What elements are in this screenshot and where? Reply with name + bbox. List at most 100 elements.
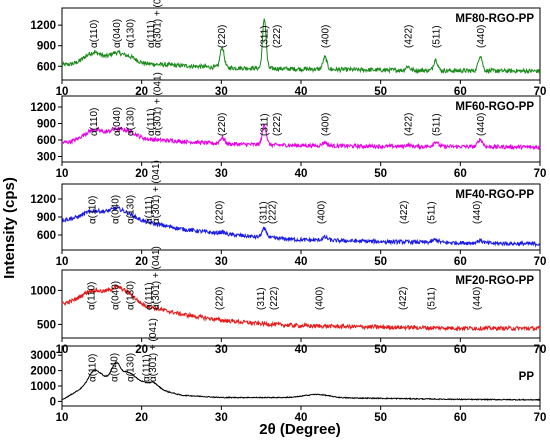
x-tick-label: 20 [135,168,148,180]
peak-annotation: α(040) [110,353,121,382]
peak-annotation: (222) [267,201,278,224]
y-tick-label: 300 [37,152,56,164]
peak-annotation: (440) [476,25,487,48]
x-tick-label: 60 [454,412,467,424]
peak-annotation: (220) [215,201,226,224]
peak-annotation: α(110) [89,20,100,48]
peak-annotation: α(301) + (041) [151,160,162,224]
series-name: MF80-RGO-PP [455,13,534,25]
peak-annotation: (220) [217,113,228,136]
x-axis-label: 2θ (Degree) [259,421,340,438]
peak-annotation: α(301) + (041) [151,246,162,310]
x-tick-label: 20 [135,86,148,98]
peak-annotation: (220) [217,25,228,48]
peak-annotation: α(301) + (041) [148,318,159,382]
peak-annotation: α(040) [112,107,123,136]
series-line [61,205,541,248]
x-tick-label: 70 [534,412,547,424]
y-tick-label: 1200 [30,194,56,206]
x-tick-label: 10 [56,256,69,268]
peak-annotation: α(111) [141,354,152,382]
y-tick-label: 600 [37,61,56,73]
peak-annotation: α(040) [112,19,123,48]
peak-annotation: (220) [215,287,226,310]
x-tick-label: 30 [215,412,228,424]
x-tick-label: 40 [295,344,308,356]
x-tick-label: 60 [454,168,467,180]
peak-annotation: (311) [259,25,270,48]
series-line [61,18,541,75]
peak-annotation: α(130) [126,281,137,310]
panel-0: 600 900 1200 10 20 30 40 50 60 70 MF80-RGO-PP α(110… [30,0,546,98]
peak-annotation: (422) [404,25,415,48]
peak-annotation: α(111) [144,196,155,224]
x-tick-label: 40 [295,168,308,180]
peak-annotation: (440) [472,201,483,224]
series-line [61,361,541,402]
peak-annotation: (222) [272,113,283,136]
x-tick-label: 50 [374,344,387,356]
x-tick-label: 70 [534,86,547,98]
peak-annotation: (400) [321,113,332,136]
x-tick-label: 50 [374,412,387,424]
peak-annotation: α(130) [126,195,137,224]
x-tick-label: 30 [215,86,228,98]
series-line [61,124,541,151]
series-name: MF60-RGO-PP [455,101,534,113]
y-tick-label: 900 [37,119,56,131]
peak-annotation: (511) [431,113,442,136]
y-tick-label: 1200 [30,20,56,32]
peak-annotation: (440) [476,113,487,136]
peak-annotation: (400) [314,287,325,310]
panel-4: 0 1000 2000 3000 10 20 30 40 50 60 70 PP α(110) α(040… [30,318,546,424]
peak-annotation: (400) [321,25,332,48]
peak-annotation: (422) [398,287,409,310]
peak-annotation: (311) [259,113,270,136]
y-tick-label: 1200 [30,102,56,114]
x-tick-label: 20 [135,412,148,424]
peak-annotation: α(301) + (041) [153,0,164,48]
x-tick-label: 10 [56,86,69,98]
x-tick-label: 60 [454,344,467,356]
peak-annotation: α(110) [87,354,98,382]
y-tick-label: 600 [37,135,56,147]
peak-annotation: α(130) [126,19,137,48]
peak-annotation: (400) [317,201,328,224]
x-tick-label: 50 [374,168,387,180]
peak-annotation: α(111) [146,20,157,48]
peak-annotation: (311) [259,201,270,224]
series-line [61,284,541,332]
y-tick-label: 3000 [30,350,56,362]
peak-annotation: α(040) [110,195,121,224]
peak-annotation: (422) [399,201,410,224]
y-tick-label: 600 [37,230,56,242]
y-tick-label: 900 [37,212,56,224]
y-axis-label: Intensity (cps) [1,177,18,279]
peak-annotation: α(130) [126,353,137,382]
peak-annotation: α(040) [110,281,121,310]
y-tick-label: 0 [50,396,56,408]
peak-annotation: (511) [427,201,438,224]
x-tick-label: 30 [215,256,228,268]
y-tick-label: 500 [37,319,56,331]
peak-annotation: (222) [272,25,283,48]
series-name: MF40-RGO-PP [455,189,534,201]
x-tick-label: 30 [215,168,228,180]
peak-annotation: (440) [472,287,483,310]
peak-annotation: (511) [431,25,442,48]
peak-annotation: α(111) [146,108,157,136]
y-tick-label: 1000 [30,285,56,297]
peak-annotation: α(110) [89,108,100,136]
x-tick-label: 70 [534,168,547,180]
peak-annotation: α(301) + (041) [153,72,164,136]
series-name: PP [519,371,535,383]
peak-annotation: α(110) [87,282,98,310]
x-tick-label: 20 [135,344,148,356]
x-tick-label: 10 [56,168,69,180]
x-tick-label: 60 [454,256,467,268]
